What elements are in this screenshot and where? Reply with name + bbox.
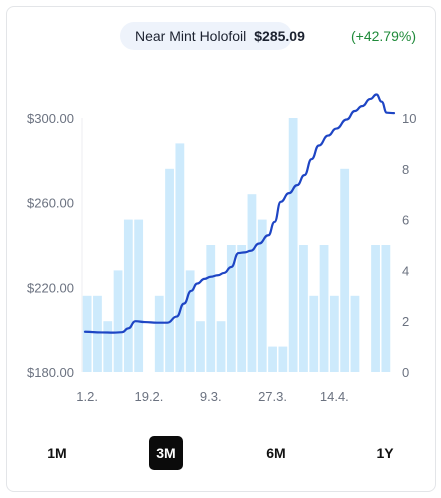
volume-bar	[134, 219, 144, 372]
x-tick-label: 9.3.	[200, 389, 222, 404]
volume-bar	[82, 295, 92, 372]
price-line	[83, 93, 396, 334]
volume-bar	[350, 295, 360, 372]
volume-bar	[154, 295, 164, 372]
volume-bar	[247, 194, 257, 372]
y-right-tick-label: 8	[402, 162, 409, 177]
y-right-tick-label: 2	[402, 314, 409, 329]
y-right-tick-label: 4	[402, 263, 409, 278]
volume-bar	[319, 245, 329, 372]
volume-bar	[329, 295, 339, 372]
x-tick-label: 1.2.	[76, 389, 98, 404]
y-left-tick-label: $300.00	[27, 111, 74, 126]
legend-price-change: (+42.79%)	[351, 28, 416, 44]
volume-bar	[165, 168, 174, 372]
volume-bar	[206, 245, 216, 372]
volume-bar	[175, 143, 185, 372]
volume-bar	[288, 118, 298, 372]
volume-bar	[103, 321, 113, 372]
range-button-1m[interactable]: 1M	[47, 445, 67, 461]
range-button-3m[interactable]: 3M	[149, 436, 183, 470]
chart-card	[6, 6, 436, 492]
volume-bar	[381, 245, 391, 372]
volume-bar	[278, 346, 288, 372]
volume-bar	[226, 245, 236, 372]
x-tick-label: 14.4.	[320, 389, 349, 404]
volume-bar	[371, 245, 380, 372]
volume-bar	[309, 295, 319, 372]
volume-bar	[93, 295, 102, 372]
volume-bar	[268, 346, 277, 372]
x-tick-label: 27.3.	[258, 389, 287, 404]
y-right-tick-label: 10	[402, 111, 416, 126]
time-range-selector: 1M 3M 6M 1Y	[0, 436, 441, 472]
volume-bar	[185, 270, 195, 372]
y-left-tick-label: $180.00	[27, 365, 74, 380]
volume-bar	[216, 321, 226, 372]
volume-bar	[237, 245, 247, 372]
legend-current-price: $285.09	[254, 28, 305, 44]
y-left-tick-label: $260.00	[27, 196, 74, 211]
y-left-tick-label: $220.00	[27, 280, 74, 295]
volume-bar	[196, 321, 205, 372]
legend-series-toggle[interactable]: Near Mint Holofoil $285.09	[120, 22, 305, 50]
y-right-tick-label: 0	[402, 365, 409, 380]
price-volume-chart: $180.00 $220.00 $260.00 $300.00 0 2 4 6 8 10 1.2. 1…	[27, 93, 416, 404]
volume-bar	[123, 219, 133, 372]
volume-bar	[299, 245, 308, 372]
volume-bar	[257, 219, 267, 372]
y-right-tick-label: 6	[402, 213, 409, 228]
legend-series-name: Near Mint Holofoil	[135, 28, 247, 44]
range-button-1y[interactable]: 1Y	[376, 445, 394, 461]
volume-bar	[340, 168, 350, 372]
x-tick-label: 19.2.	[134, 389, 163, 404]
volume-bar	[113, 270, 123, 372]
range-button-6m[interactable]: 6M	[266, 445, 286, 461]
